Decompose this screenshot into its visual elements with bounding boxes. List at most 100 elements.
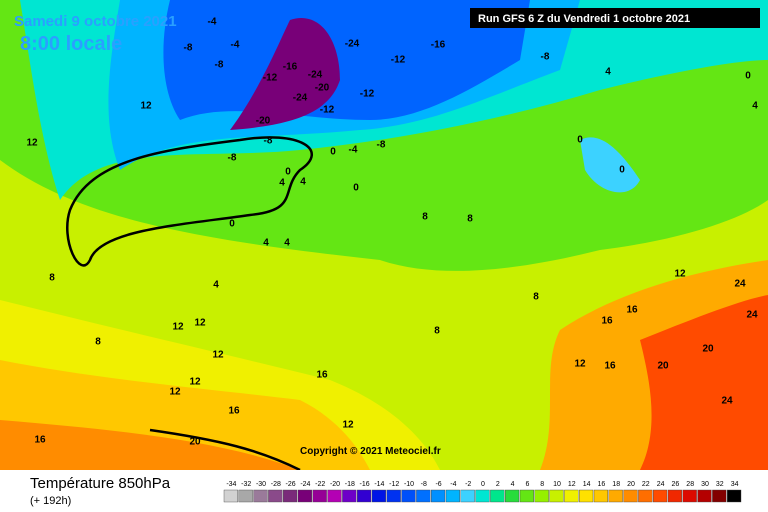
isotherm-0: [66, 136, 313, 267]
contour-label: 8: [422, 212, 428, 223]
contour-label: -24: [345, 39, 360, 50]
contour-label: -16: [431, 40, 446, 51]
legend-swatch: [460, 489, 475, 503]
legend-swatch: [564, 489, 579, 503]
contour-label: -12: [320, 105, 335, 116]
isotherm-20: [149, 428, 301, 472]
zone-minus2: [580, 137, 640, 193]
contour-label: -12: [391, 55, 406, 66]
legend-tick-label: 4: [511, 481, 515, 488]
legend-swatch: [238, 489, 253, 503]
legend-tick-label: -32: [241, 481, 251, 488]
run-label: Run GFS 6 Z du Vendredi 1 octobre 2021: [478, 13, 690, 25]
legend-swatch: [445, 489, 461, 503]
copyright: Copyright © 2021 Meteociel.fr: [300, 446, 441, 457]
contour-label: -8: [541, 52, 550, 63]
legend-swatch: [534, 489, 549, 503]
legend-tick-label: 22: [642, 481, 650, 488]
legend-tick-label: 32: [716, 481, 724, 488]
legend-swatch: [431, 489, 446, 503]
legend-swatch: [579, 489, 594, 503]
valid-date: Samedi 9 octobre 2021: [14, 13, 177, 30]
contour-label: 8: [533, 292, 539, 303]
contour-label: 0: [285, 167, 291, 178]
contour-label: 0: [353, 183, 359, 194]
legend-tick-label: -8: [421, 481, 427, 488]
contour-label: 24: [746, 310, 758, 321]
legend-tick-label: 34: [731, 481, 739, 488]
legend-tick-label: -34: [226, 481, 236, 488]
legend-swatch: [283, 489, 298, 503]
legend-tick-label: 26: [672, 481, 680, 488]
legend-swatch: [727, 489, 742, 503]
run-box: [470, 8, 760, 28]
contour-label: 24: [734, 279, 746, 290]
legend-tick-label: 20: [627, 481, 635, 488]
legend-tick-label: 14: [583, 481, 591, 488]
contour-label: 4: [284, 238, 290, 249]
contour-label: -20: [315, 83, 330, 94]
contour-label: 12: [674, 269, 686, 280]
legend-tick-label: 6: [525, 481, 529, 488]
legend-tick-label: -2: [465, 481, 471, 488]
contour-label: 0: [577, 135, 583, 146]
contour-labels: -4 -4 -8 -8 -12 -16 -24 -24 -16 -12 -8 -20 -24 -20 -12…: [26, 17, 758, 448]
contour-label: 16: [316, 370, 328, 381]
legend-swatch: [519, 489, 535, 503]
legend-tick-label: -24: [300, 481, 310, 488]
legend-tick-label: 0: [481, 481, 485, 488]
contour-label: 12: [140, 101, 152, 112]
contour-label: 4: [213, 280, 219, 291]
legend-tick-label: 2: [496, 481, 500, 488]
contour-label: 4: [263, 238, 269, 249]
contour-label: 0: [229, 219, 235, 230]
legend-swatch: [593, 489, 609, 503]
contour-label: -8: [184, 43, 193, 54]
legend-swatch: [327, 489, 342, 503]
zone-24: [640, 295, 768, 470]
contour-label: 16: [228, 406, 240, 417]
legend-swatch: [682, 489, 697, 503]
legend-tick-label: -26: [286, 481, 296, 488]
contour-label: 4: [300, 177, 306, 188]
contour-label: 20: [189, 437, 201, 448]
contour-label: 12: [194, 318, 206, 329]
contour-label: 4: [605, 67, 611, 78]
legend-swatch: [357, 489, 372, 503]
legend-swatch: [712, 489, 727, 503]
contour-label: -12: [263, 73, 278, 84]
legend-swatch: [697, 489, 712, 503]
contour-label: 24: [721, 396, 733, 407]
legend-tick-label: -10: [404, 481, 414, 488]
legend-swatch: [653, 489, 668, 503]
legend-swatch: [667, 489, 683, 503]
contour-label: -24: [308, 70, 323, 81]
legend-tick-label: -20: [330, 481, 340, 488]
contour-label: 16: [604, 361, 616, 372]
contour-label: -24: [293, 93, 308, 104]
legend-swatch: [253, 489, 268, 503]
contour-label: 16: [626, 305, 638, 316]
contour-label: 12: [189, 377, 201, 388]
contour-label: 16: [34, 435, 46, 446]
legend-tick-label: -6: [435, 481, 441, 488]
legend-swatch: [475, 489, 490, 503]
contour-label: 12: [172, 322, 184, 333]
legend-swatch: [623, 489, 638, 503]
legend-swatch: [371, 489, 387, 503]
contour-label: -4: [349, 145, 358, 156]
contour-label: 4: [752, 101, 758, 112]
contour-label: 8: [434, 326, 440, 337]
legend-swatch: [386, 489, 401, 503]
contour-label: 12: [574, 359, 586, 370]
legend-tick-label: -16: [360, 481, 370, 488]
contour-label: -4: [208, 17, 217, 28]
legend-swatch: [505, 489, 520, 503]
legend-swatch: [223, 489, 239, 503]
contour-label: 12: [212, 350, 224, 361]
legend-swatch: [342, 489, 357, 503]
contour-label: -8: [264, 136, 273, 147]
field-title: Température 850hPa: [30, 475, 171, 492]
legend-swatch: [401, 489, 416, 503]
